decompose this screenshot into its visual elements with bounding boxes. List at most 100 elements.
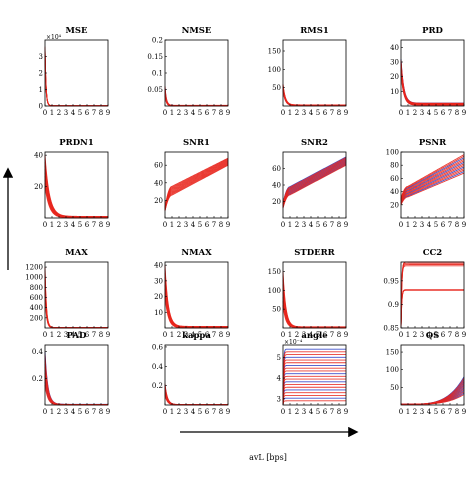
- panel-title: MSE: [65, 26, 88, 36]
- y-tick-label: 1: [39, 86, 43, 94]
- series-line: [282, 292, 346, 329]
- panel-title: NMAX: [181, 248, 212, 258]
- series-line: [400, 62, 464, 105]
- x-tick-label: 1: [170, 331, 174, 339]
- x-tick-label: 4: [191, 408, 196, 416]
- series-line: [282, 84, 346, 106]
- y-tick-label: 50: [390, 384, 399, 392]
- x-tick-label: 1: [406, 221, 410, 229]
- y-tick-label: 0.4: [32, 348, 44, 356]
- x-tick-label: 7: [92, 221, 96, 229]
- x-tick-label: 7: [448, 331, 452, 339]
- y-tick-label: 4: [277, 375, 282, 383]
- x-tick-label: 7: [92, 408, 96, 416]
- x-tick-label: 4: [427, 408, 432, 416]
- series-line: [282, 365, 346, 406]
- x-tick-label: 1: [288, 408, 292, 416]
- x-tick-label: 7: [330, 408, 334, 416]
- axes-box: [44, 151, 109, 219]
- series-line: [400, 70, 464, 106]
- x-tick-label: 5: [78, 109, 82, 117]
- series-line: [282, 275, 346, 328]
- series-line: [282, 160, 347, 206]
- series-line: [164, 88, 228, 106]
- x-tick-label: 6: [441, 331, 446, 339]
- panel-title: kappa: [182, 331, 211, 341]
- series-line: [400, 172, 465, 205]
- x-tick-label: 9: [106, 408, 110, 416]
- x-tick-label: 1: [406, 331, 410, 339]
- x-tick-label: 1: [406, 408, 410, 416]
- x-tick-label: 2: [57, 221, 61, 229]
- series-line: [164, 393, 228, 406]
- x-tick-label: 4: [191, 221, 196, 229]
- x-tick-label: 9: [344, 408, 348, 416]
- x-tick-label: 2: [177, 408, 181, 416]
- series-line: [164, 388, 228, 406]
- y-tick-label: 80: [390, 162, 399, 170]
- x-tick-label: 8: [99, 221, 103, 229]
- series-line: [282, 158, 347, 205]
- panel-title: RMS1: [300, 26, 329, 36]
- series-line: [164, 96, 228, 107]
- x-tick-label: 5: [434, 408, 438, 416]
- x-tick-label: 1: [50, 109, 54, 117]
- series-group: [44, 267, 108, 329]
- y-tick-label: 3: [39, 53, 43, 61]
- series-line: [282, 375, 346, 406]
- series-line: [400, 72, 464, 106]
- series-line: [44, 53, 108, 107]
- series-line: [401, 380, 465, 405]
- series-line: [400, 71, 464, 106]
- series-group: [400, 59, 464, 106]
- series-line: [164, 288, 228, 329]
- axes-box: [400, 344, 465, 406]
- x-tick-label: 1: [170, 221, 174, 229]
- x-tick-label: 7: [92, 109, 96, 117]
- series-line: [164, 269, 228, 328]
- x-tick-label: 0: [163, 109, 167, 117]
- x-tick-label: 5: [78, 221, 82, 229]
- panel-title: PSNR: [419, 138, 447, 148]
- panel-title: MAX: [65, 248, 88, 258]
- y-tick-label: 0.15: [147, 53, 163, 61]
- series-group: [164, 86, 228, 107]
- x-tick-label: 6: [85, 408, 90, 416]
- x-tick-label: 3: [302, 331, 306, 339]
- y-tick-label: 0.05: [147, 86, 163, 94]
- series-line: [401, 385, 465, 405]
- series-line: [400, 262, 464, 329]
- axis-exponent: ×10⁻⁴: [284, 339, 303, 346]
- y-tick-label: 20: [34, 183, 43, 191]
- series-line: [164, 159, 229, 209]
- x-tick-label: 4: [191, 331, 196, 339]
- x-tick-label: 5: [198, 221, 202, 229]
- series-line: [282, 88, 346, 106]
- series-line: [164, 395, 228, 406]
- x-tick-label: 8: [219, 221, 223, 229]
- series-group: [282, 83, 346, 107]
- series-line: [164, 265, 228, 327]
- panel-max: MAX 0 1 2 3 4 5 6 7 8 9 200 400 600 800 1000 1200: [25, 248, 110, 339]
- panel-title: CC2: [423, 248, 443, 258]
- x-tick-label: 2: [177, 109, 181, 117]
- x-tick-label: 7: [330, 109, 334, 117]
- panel-title: STDERR: [294, 248, 335, 258]
- series-line: [44, 49, 108, 107]
- x-tick-label: 4: [309, 109, 314, 117]
- axes-box: [400, 261, 465, 329]
- series-line: [44, 52, 108, 107]
- x-tick-label: 3: [184, 331, 188, 339]
- series-line: [44, 55, 108, 107]
- series-line: [44, 375, 108, 406]
- series-line: [282, 378, 346, 406]
- series-line: [164, 280, 228, 328]
- x-tick-label: 0: [281, 331, 285, 339]
- x-tick-label: 8: [455, 331, 459, 339]
- x-tick-label: 3: [420, 408, 424, 416]
- y-tick-label: 20: [390, 201, 399, 209]
- series-line: [44, 277, 108, 329]
- series-line: [282, 400, 346, 406]
- axes-box: [400, 39, 465, 107]
